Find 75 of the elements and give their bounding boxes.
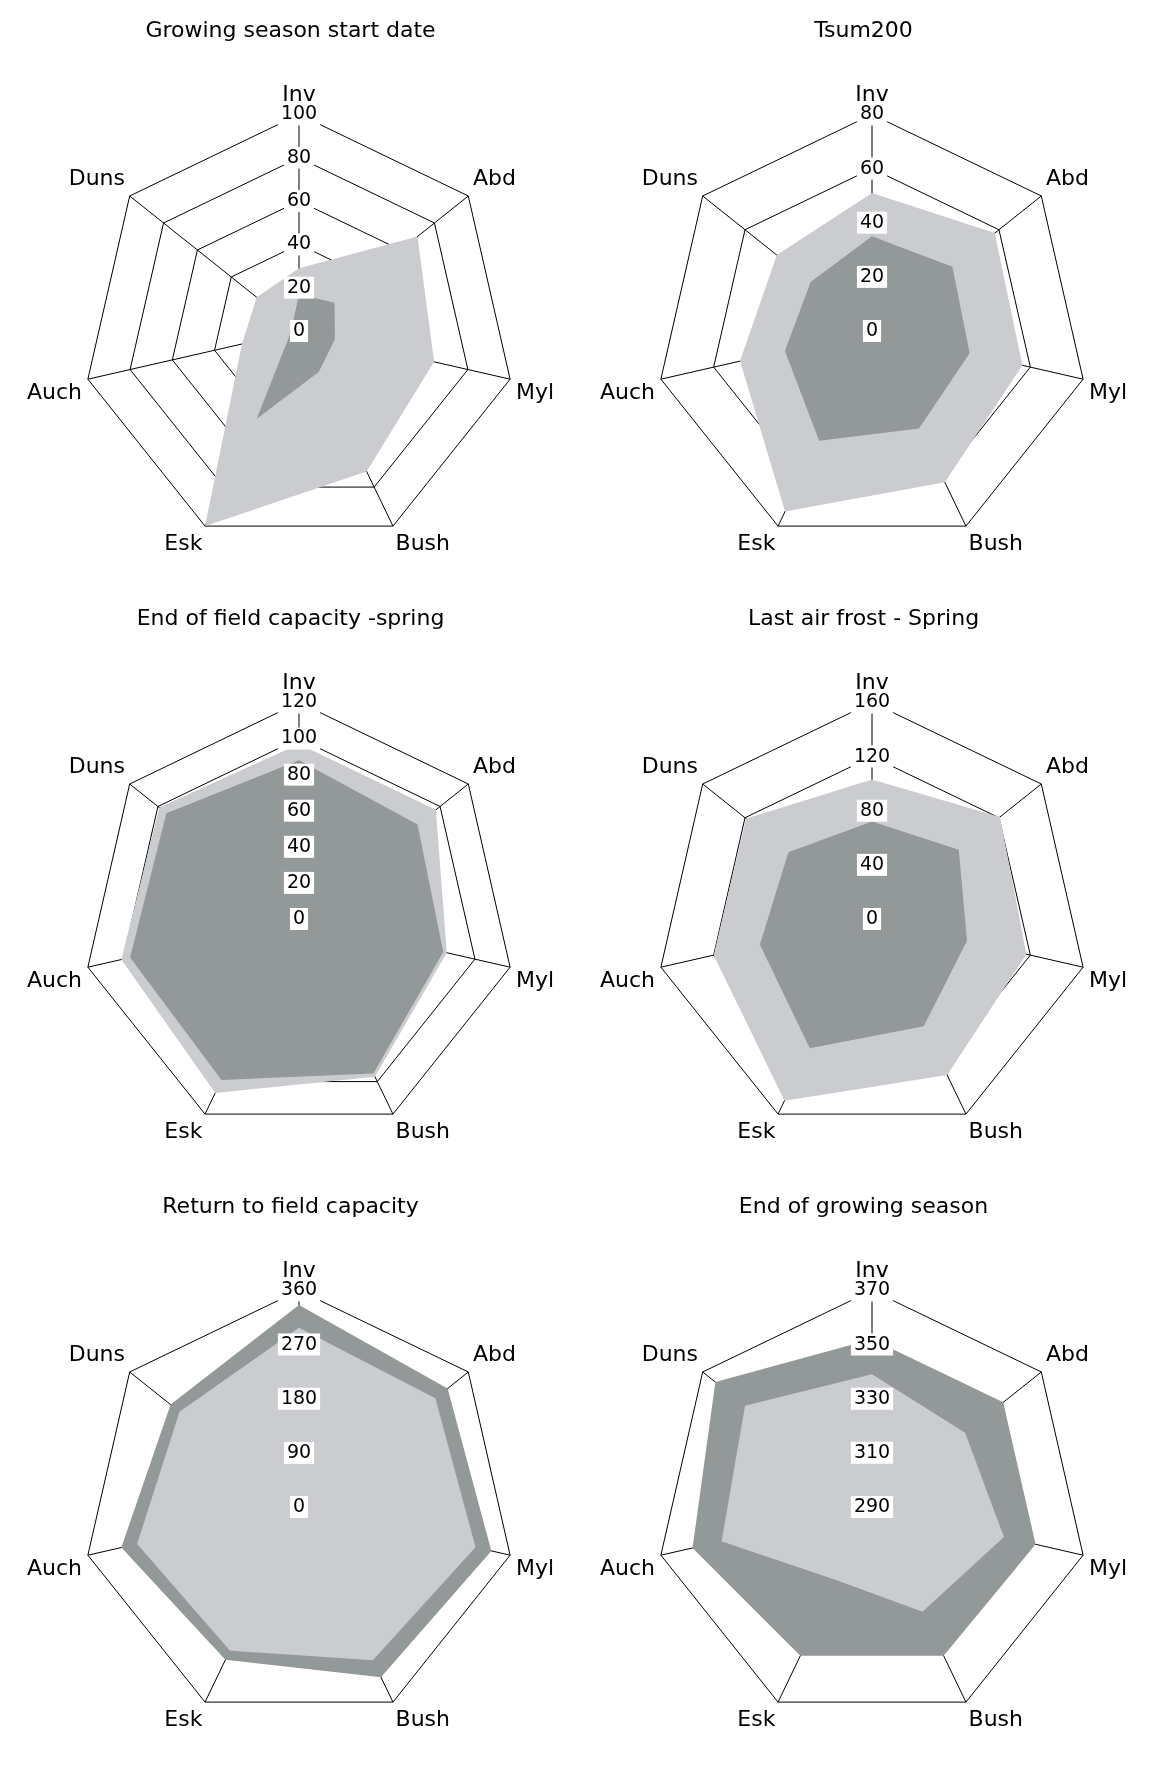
y-tick-label: 270 (280, 1331, 318, 1354)
y-tick-label: 40 (859, 851, 885, 874)
y-tick-label: 20 (286, 869, 312, 892)
y-tick-label: 80 (859, 797, 885, 820)
chart-title: Return to field capacity (162, 1192, 419, 1218)
chart-title: Tsum200 (813, 16, 913, 42)
chart-title: Last air frost - Spring (747, 604, 980, 630)
y-tick-label: 20 (286, 274, 312, 297)
spoke-label: Duns (641, 752, 699, 778)
spoke-label: Esk (737, 530, 776, 556)
spoke-label: Bush (968, 1706, 1024, 1732)
y-tick-label: 360 (280, 1277, 318, 1300)
spoke-label: Myl (515, 967, 555, 993)
chart-title: End of growing season (738, 1192, 989, 1218)
y-tick-label: 0 (865, 317, 879, 340)
spoke-label: Abd (472, 1340, 516, 1366)
spoke-label: Esk (164, 1118, 203, 1144)
y-tick-label: 60 (286, 797, 312, 820)
y-tick-label: 0 (292, 905, 306, 928)
y-tick-label: 20 (859, 263, 885, 286)
spoke-label: Auch (26, 1555, 83, 1581)
spoke-label: Esk (164, 530, 203, 556)
spoke-label: Duns (68, 1340, 126, 1366)
y-tick-label: 80 (859, 101, 885, 124)
spoke-label: Myl (515, 379, 555, 405)
spoke-label: Bush (395, 1706, 451, 1732)
spoke-label: Auch (599, 1555, 656, 1581)
y-tick-label: 370 (853, 1277, 891, 1300)
chart-title: Growing season start date (145, 16, 436, 42)
y-tick-label: 60 (286, 188, 312, 211)
spoke-label: Abd (1045, 1340, 1089, 1366)
chart-title: End of field capacity -spring (136, 604, 445, 630)
y-tick-label: 290 (853, 1493, 891, 1516)
spoke-label: Abd (1045, 164, 1089, 190)
y-tick-label: 40 (286, 231, 312, 254)
spoke-label: Bush (395, 530, 451, 556)
spoke-label: Abd (472, 164, 516, 190)
spoke-label: Myl (1088, 379, 1128, 405)
y-tick-label: 40 (859, 209, 885, 232)
y-tick-label: 330 (853, 1385, 891, 1408)
spoke-label: Bush (395, 1118, 451, 1144)
spoke-label: Duns (68, 164, 126, 190)
spoke-label: Myl (515, 1555, 555, 1581)
y-tick-label: 40 (286, 833, 312, 856)
y-tick-label: 120 (853, 743, 891, 766)
y-tick-label: 310 (853, 1439, 891, 1462)
y-tick-label: 100 (280, 101, 318, 124)
spoke-label: Auch (599, 967, 656, 993)
spoke-label: Duns (641, 164, 699, 190)
spoke-label: Esk (164, 1706, 203, 1732)
spoke-label: Duns (641, 1340, 699, 1366)
y-tick-label: 60 (859, 155, 885, 178)
spoke-label: Bush (968, 1118, 1024, 1144)
spoke-label: Auch (26, 967, 83, 993)
spoke-label: Abd (1045, 752, 1089, 778)
y-tick-label: 80 (286, 144, 312, 167)
spoke-label: Duns (68, 752, 126, 778)
y-tick-label: 0 (292, 1493, 306, 1516)
spoke-label: Abd (472, 752, 516, 778)
y-tick-label: 180 (280, 1385, 318, 1408)
spoke-label: Auch (26, 379, 83, 405)
y-tick-label: 0 (865, 905, 879, 928)
y-tick-label: 90 (286, 1439, 312, 1462)
y-tick-label: 100 (280, 725, 318, 748)
y-tick-label: 0 (292, 317, 306, 340)
spoke-label: Esk (737, 1706, 776, 1732)
y-tick-label: 160 (853, 689, 891, 712)
y-tick-label: 80 (286, 761, 312, 784)
y-tick-label: 350 (853, 1331, 891, 1354)
spoke-label: Bush (968, 530, 1024, 556)
y-tick-label: 120 (280, 689, 318, 712)
spoke-label: Myl (1088, 1555, 1128, 1581)
spoke-label: Auch (599, 379, 656, 405)
spoke-label: Myl (1088, 967, 1128, 993)
spoke-label: Esk (737, 1118, 776, 1144)
